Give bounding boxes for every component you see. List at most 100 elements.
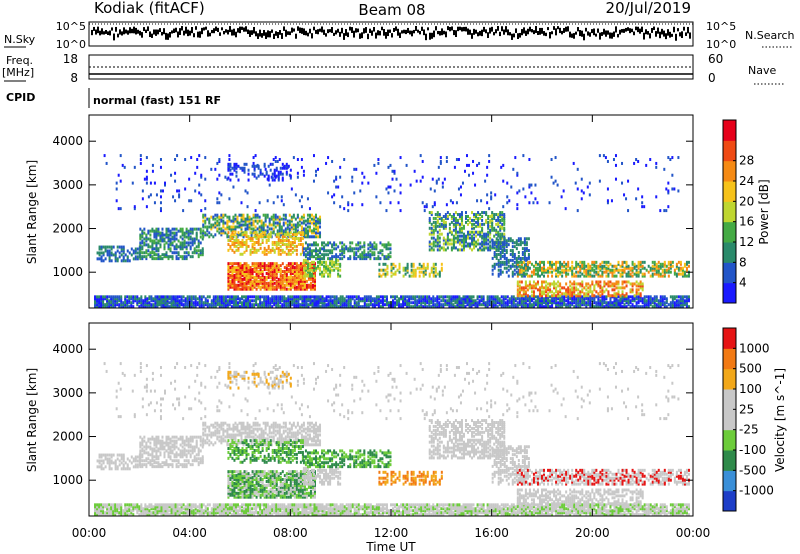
power-cell bbox=[289, 271, 292, 275]
power-cell bbox=[657, 266, 660, 270]
power-cell bbox=[149, 237, 152, 241]
power-cell bbox=[230, 233, 233, 237]
power-cell bbox=[295, 252, 298, 256]
power-cell bbox=[295, 275, 298, 279]
power-cell bbox=[665, 264, 668, 268]
power-cell bbox=[120, 249, 123, 253]
power-cell bbox=[434, 299, 437, 303]
power-cell bbox=[534, 272, 537, 276]
power-cell bbox=[275, 295, 278, 299]
power-cell bbox=[579, 260, 582, 264]
power-cell bbox=[122, 259, 125, 263]
power-cell bbox=[271, 248, 274, 252]
power-cell bbox=[277, 248, 280, 252]
power-cell bbox=[436, 218, 439, 222]
power-cell bbox=[489, 224, 492, 228]
power-cell bbox=[187, 229, 190, 233]
sky-noise-sample bbox=[215, 26, 217, 31]
sky-noise-sample bbox=[683, 26, 685, 31]
power-cell bbox=[155, 241, 158, 245]
power-cell bbox=[156, 301, 159, 305]
power-cell bbox=[347, 299, 350, 303]
power-cell bbox=[357, 303, 360, 307]
power-cell bbox=[293, 279, 296, 283]
power-cell bbox=[462, 240, 465, 244]
power-cell bbox=[287, 295, 290, 299]
sky-noise-sample bbox=[119, 29, 121, 35]
power-cell bbox=[603, 295, 606, 299]
power-cell bbox=[262, 223, 265, 227]
power-cell bbox=[272, 229, 275, 233]
power-cell bbox=[214, 299, 217, 303]
power-cell bbox=[110, 303, 113, 307]
power-cell bbox=[477, 220, 480, 224]
power-cell bbox=[266, 235, 269, 239]
power-cell bbox=[281, 237, 284, 241]
power-cell bbox=[151, 245, 154, 249]
power-cell bbox=[271, 271, 274, 275]
power-cell bbox=[649, 297, 652, 301]
power-cell bbox=[489, 248, 492, 252]
power-cell bbox=[238, 233, 241, 237]
power-cell bbox=[130, 247, 133, 251]
power-cell bbox=[577, 301, 580, 305]
power-cell bbox=[543, 270, 546, 274]
power-cell bbox=[245, 305, 248, 309]
power-cell bbox=[307, 297, 310, 301]
power-cell bbox=[436, 305, 439, 309]
power-cell bbox=[243, 240, 246, 244]
power-cell bbox=[655, 303, 658, 307]
power-cell bbox=[250, 223, 253, 227]
power-cell bbox=[258, 229, 261, 233]
power-cell bbox=[299, 264, 302, 268]
power-cell bbox=[301, 281, 304, 285]
power-cell bbox=[353, 305, 356, 309]
power-cell bbox=[155, 235, 158, 239]
power-cell bbox=[450, 246, 453, 250]
power-cell bbox=[204, 233, 207, 237]
power-cell bbox=[523, 243, 526, 247]
power-cell bbox=[194, 295, 197, 299]
power-cell bbox=[341, 303, 344, 307]
power-cell bbox=[507, 237, 510, 241]
power-cell bbox=[387, 255, 390, 259]
sky-noise-sample bbox=[369, 28, 371, 34]
power-cell bbox=[657, 264, 660, 268]
power-cell bbox=[307, 285, 310, 289]
power-cell bbox=[462, 248, 465, 252]
power-cell bbox=[349, 305, 352, 309]
power-cell bbox=[478, 295, 481, 299]
power-cell bbox=[506, 295, 509, 299]
power-cell bbox=[491, 245, 494, 249]
power-cell bbox=[677, 260, 680, 264]
power-cell bbox=[279, 240, 282, 244]
sky-noise-sample bbox=[635, 26, 637, 31]
power-cell bbox=[379, 251, 382, 255]
power-cell bbox=[651, 274, 654, 278]
power-cell bbox=[269, 279, 272, 283]
sky-noise-sample bbox=[431, 32, 433, 39]
power-cell bbox=[173, 239, 176, 243]
power-cell bbox=[313, 264, 316, 268]
power-cell bbox=[245, 281, 248, 285]
power-cell bbox=[631, 266, 634, 270]
power-cell bbox=[191, 241, 194, 245]
power-cell bbox=[304, 227, 307, 231]
power-cell bbox=[128, 259, 131, 263]
power-cell bbox=[406, 264, 409, 268]
power-cell bbox=[571, 301, 574, 305]
power-cell bbox=[285, 237, 288, 241]
power-cell bbox=[428, 272, 431, 276]
power-cell bbox=[236, 217, 239, 221]
power-cell bbox=[279, 297, 282, 301]
power-cell bbox=[450, 230, 453, 234]
power-cell bbox=[241, 239, 244, 243]
power-cell bbox=[485, 240, 488, 244]
power-cell bbox=[279, 281, 282, 285]
power-cell bbox=[304, 249, 307, 253]
power-cell bbox=[343, 299, 346, 303]
power-cell bbox=[216, 299, 219, 303]
power-cell bbox=[323, 247, 326, 251]
power-cell bbox=[532, 268, 535, 272]
power-cell bbox=[275, 262, 278, 266]
